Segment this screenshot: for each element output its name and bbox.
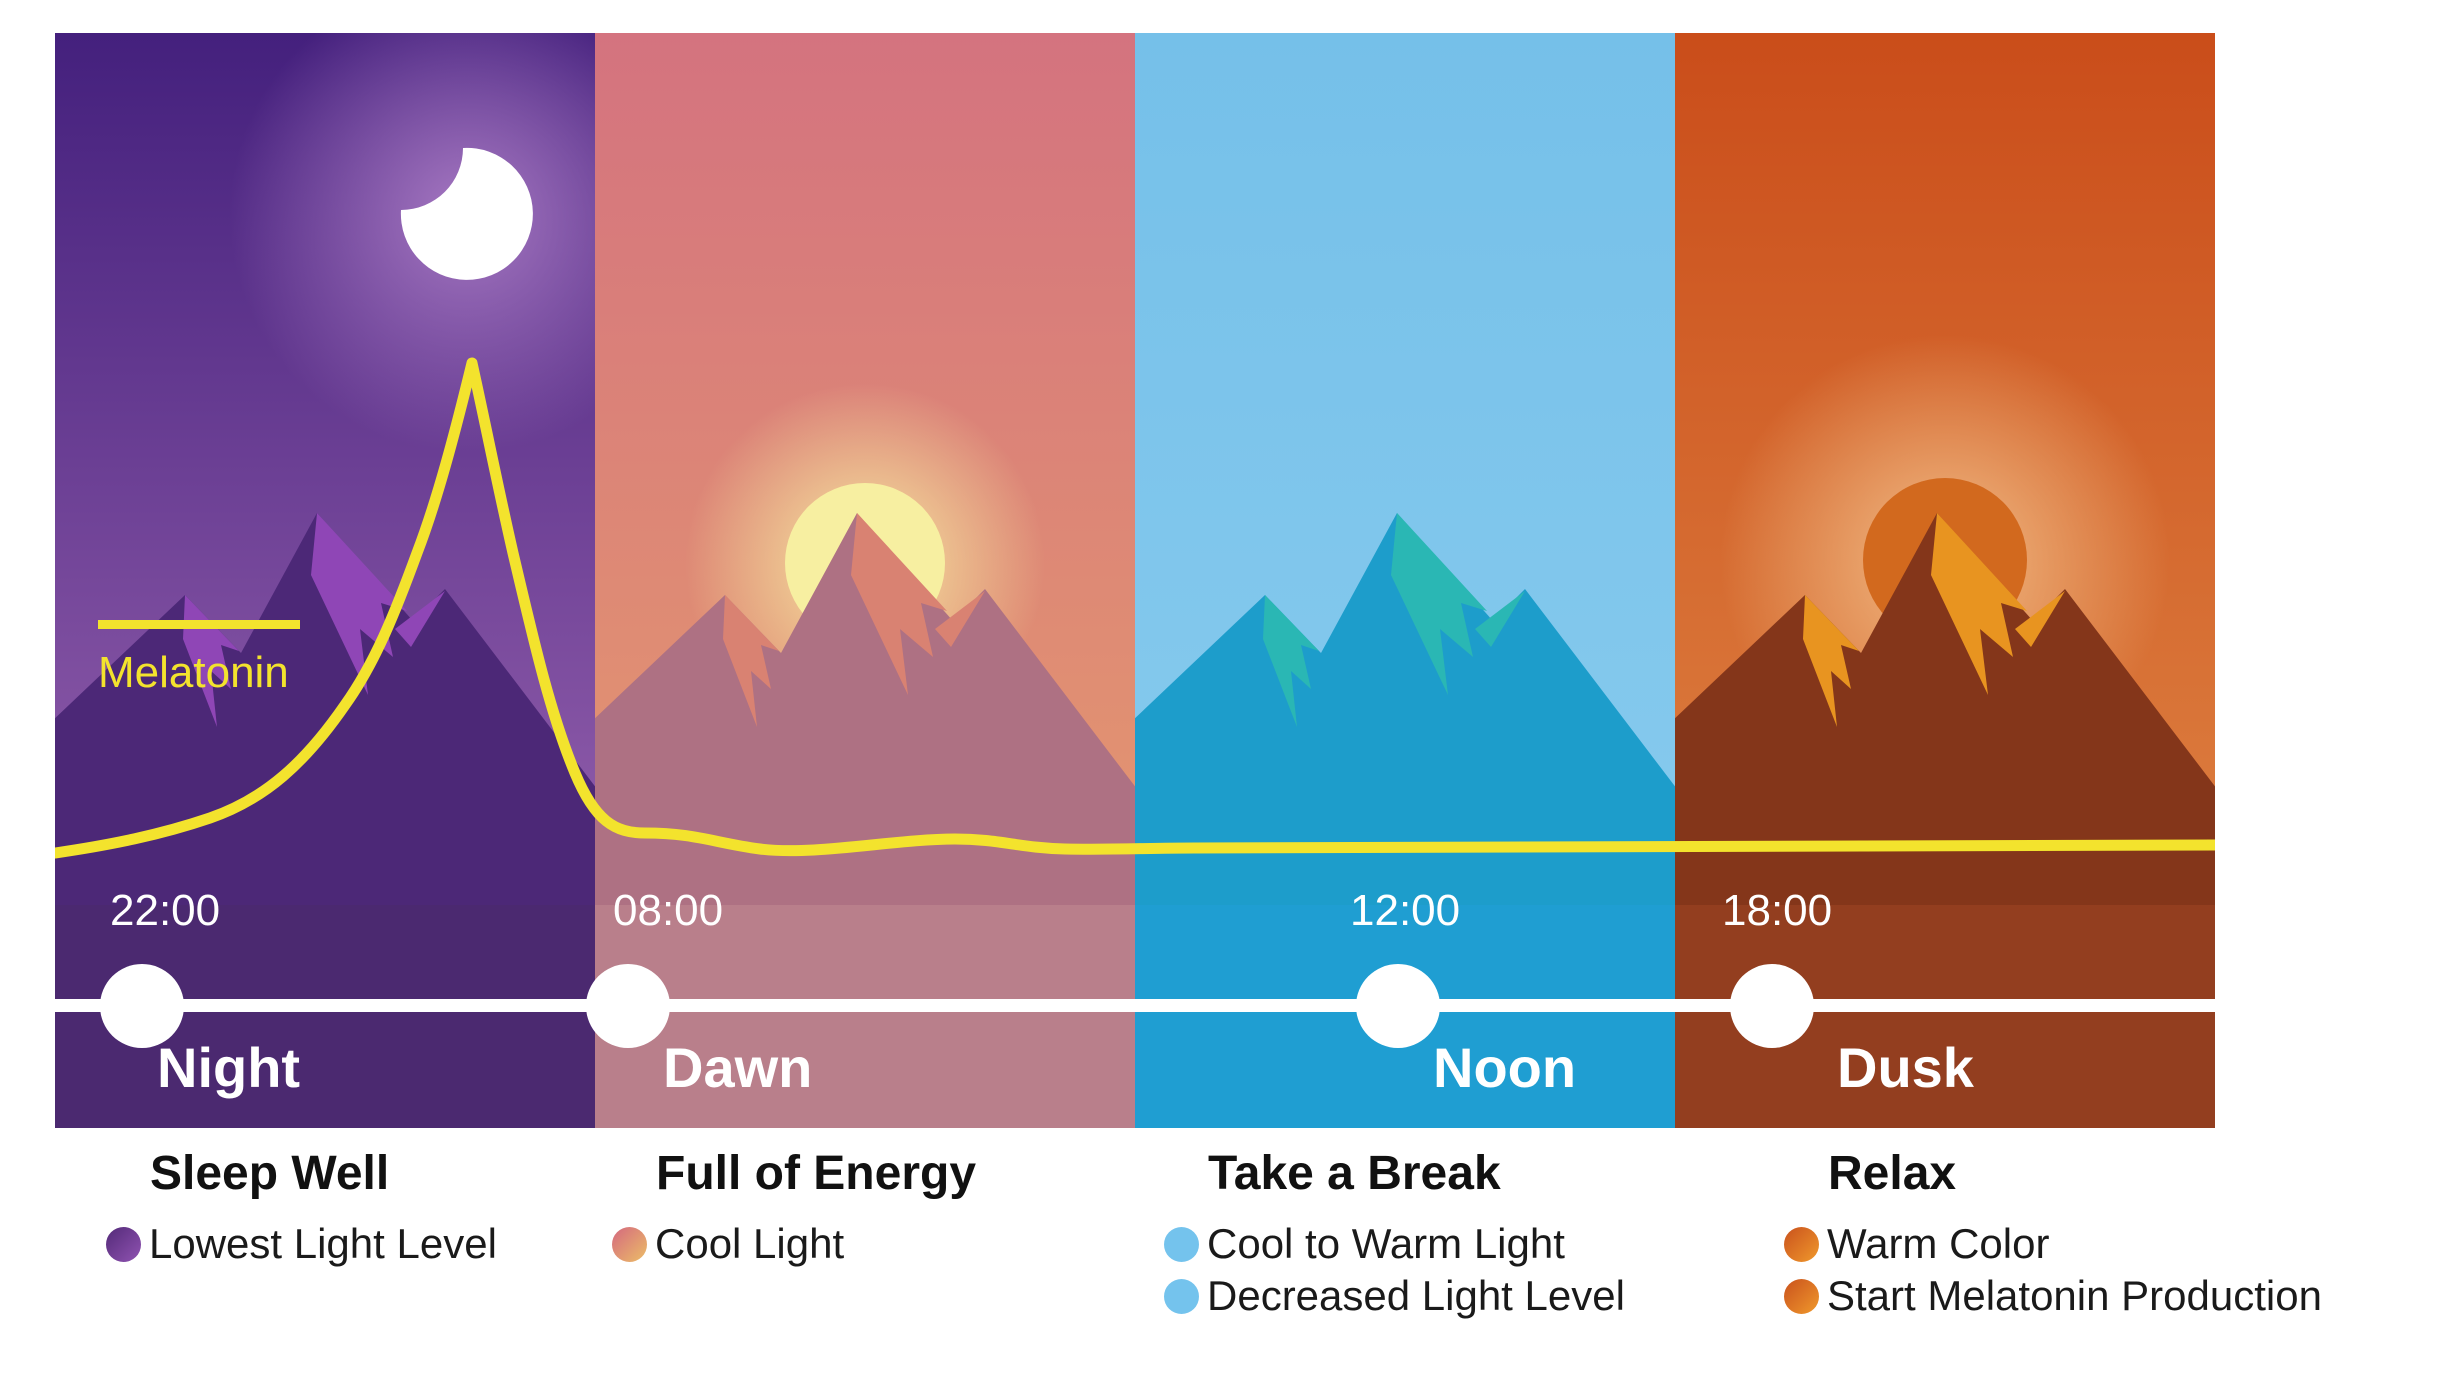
melatonin-legend-line	[98, 620, 300, 629]
legend-night: Sleep Well Lowest Light Level	[106, 1148, 497, 1270]
dawn-scene	[595, 483, 1135, 1128]
melatonin-label: Melatonin	[98, 620, 300, 695]
legend-item: Lowest Light Level	[106, 1218, 497, 1270]
moon-icon	[400, 147, 533, 280]
legend-dusk: Relax Warm Color Start Melatonin Product…	[1784, 1148, 2322, 1322]
panel-dusk	[1675, 33, 2215, 1128]
panel-dawn	[595, 33, 1135, 1128]
dusk-scene	[1675, 478, 2215, 1128]
day-cycle-panels: Melatonin 22:00 08:00 12:00 18:00 Night …	[55, 33, 2215, 1128]
ground-band	[595, 905, 1135, 1128]
melatonin-label-text: Melatonin	[98, 648, 289, 697]
legend-item-label: Start Melatonin Production	[1827, 1272, 2322, 1319]
pink-yellow-dot-icon	[612, 1226, 647, 1262]
legend-item: Warm Color	[1784, 1218, 2322, 1270]
legend-title-dawn: Full of Energy	[656, 1147, 977, 1200]
period-label-night: Night	[157, 1036, 301, 1099]
legend-item-label: Lowest Light Level	[149, 1220, 497, 1267]
legend-item-label: Decreased Light Level	[1207, 1272, 1625, 1319]
legend-dawn: Full of Energy Cool Light	[612, 1148, 976, 1270]
orange-dot-icon	[1784, 1226, 1819, 1262]
period-label-dusk: Dusk	[1837, 1036, 1974, 1099]
period-label-noon: Noon	[1433, 1036, 1577, 1099]
legend-item: Cool Light	[612, 1218, 976, 1270]
time-label-night: 22:00	[110, 886, 221, 935]
legend-item-label: Cool to Warm Light	[1207, 1220, 1565, 1267]
time-label-noon: 12:00	[1350, 886, 1461, 935]
legend-item-label: Warm Color	[1827, 1220, 2050, 1267]
legend-title-dusk: Relax	[1828, 1147, 1957, 1200]
legend-noon: Take a Break Cool to Warm Light Decrease…	[1164, 1148, 1625, 1322]
time-label-dusk: 18:00	[1722, 886, 1833, 935]
legend-title-noon: Take a Break	[1208, 1147, 1501, 1200]
legend-item: Decreased Light Level	[1164, 1270, 1625, 1322]
purple-dot-icon	[106, 1226, 141, 1262]
timeline-marker-night	[100, 964, 184, 1048]
legend-title-night: Sleep Well	[150, 1147, 390, 1200]
period-label-dawn: Dawn	[663, 1036, 813, 1099]
orange-dot-icon	[1784, 1278, 1819, 1314]
blue-dot-icon	[1164, 1226, 1199, 1262]
timeline-bar	[55, 999, 2215, 1012]
timeline-marker-noon	[1356, 964, 1440, 1048]
legend-item: Start Melatonin Production	[1784, 1270, 2322, 1322]
blue-dot-icon	[1164, 1278, 1199, 1314]
legend-item-label: Cool Light	[655, 1220, 845, 1267]
legend-item: Cool to Warm Light	[1164, 1218, 1625, 1270]
timeline-marker-dawn	[586, 964, 670, 1048]
time-label-dawn: 08:00	[613, 886, 724, 935]
timeline-marker-dusk	[1730, 964, 1814, 1048]
